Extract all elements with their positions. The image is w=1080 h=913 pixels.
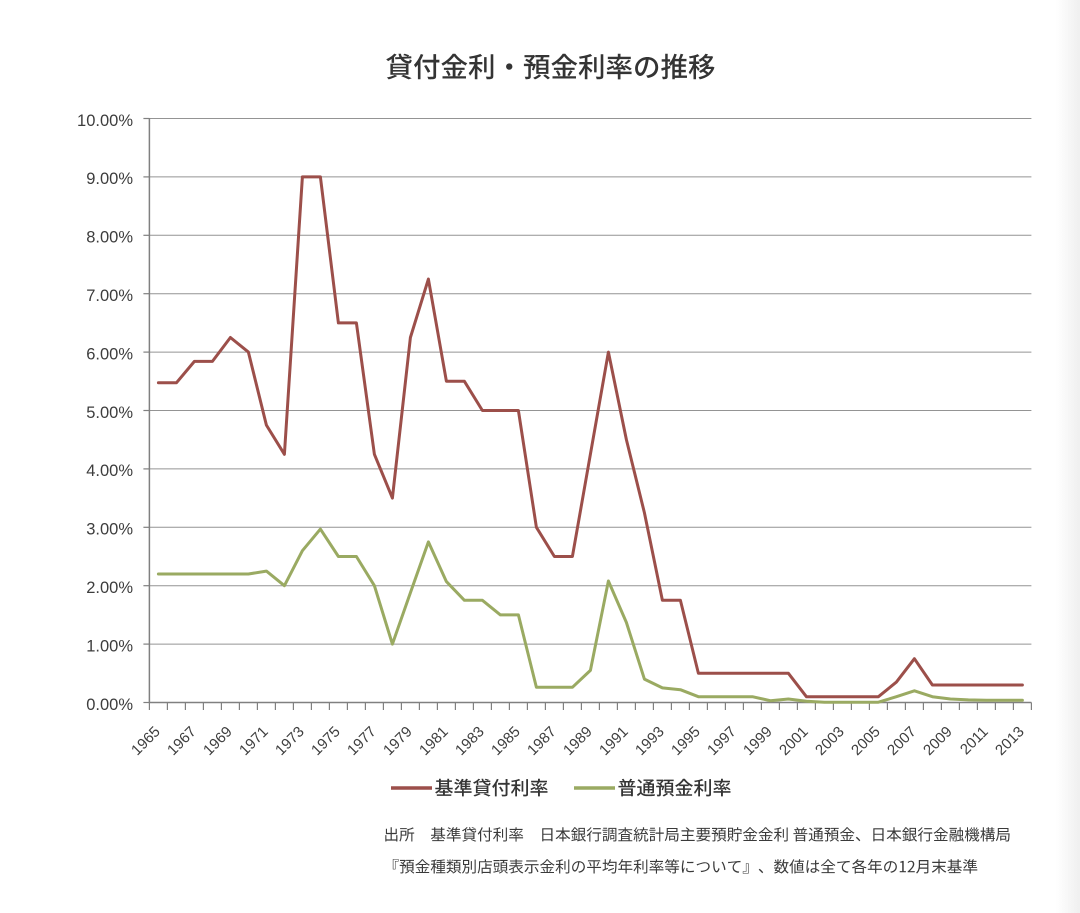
svg-text:8.00%: 8.00% — [86, 229, 133, 247]
svg-text:7.00%: 7.00% — [86, 287, 133, 305]
svg-text:3.00%: 3.00% — [86, 521, 133, 539]
svg-text:1.00%: 1.00% — [86, 637, 133, 655]
svg-text:10.00%: 10.00% — [77, 112, 133, 130]
svg-text:9.00%: 9.00% — [86, 170, 133, 188]
svg-text:0.00%: 0.00% — [86, 696, 133, 714]
svg-text:2.00%: 2.00% — [86, 579, 133, 597]
svg-text:6.00%: 6.00% — [86, 345, 133, 363]
svg-text:5.00%: 5.00% — [86, 404, 133, 422]
svg-text:4.00%: 4.00% — [86, 462, 133, 480]
